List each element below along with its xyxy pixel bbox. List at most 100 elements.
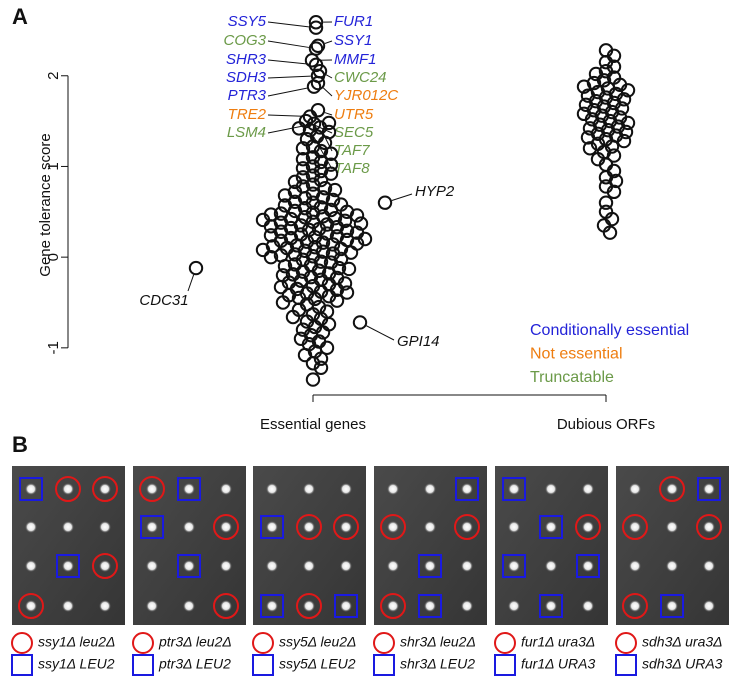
square-marker [177,554,201,578]
data-point [295,161,311,176]
legend-circle [132,632,154,654]
colony [99,521,111,533]
data-point [353,216,369,231]
annotation-label: HYP2 [415,183,455,200]
colony [266,483,278,495]
square-marker [502,477,526,501]
annotation-label: FUR1 [334,13,373,30]
colony [629,600,641,612]
data-point [311,221,327,237]
annotation-label: TRE2 [228,106,267,123]
colony [703,521,715,533]
square-marker [260,515,284,539]
square-marker [697,477,721,501]
data-point [339,285,355,300]
annotation-line [267,124,308,134]
data-point [616,133,632,149]
circle-marker [659,476,685,502]
colony [629,560,641,572]
square-marker [140,515,164,539]
colony [387,483,399,495]
circle-marker [213,593,239,619]
data-point [255,242,271,258]
data-point [606,184,622,200]
colony [424,483,436,495]
data-point [343,245,359,260]
square-marker [539,594,563,618]
annotation-label: MMF1 [334,51,377,68]
square-marker [418,554,442,578]
circle-marker [622,593,648,619]
data-point [323,146,339,161]
annotation-line [324,40,333,44]
data-point [313,351,329,366]
colony [220,521,232,533]
colony [545,560,557,572]
square-marker [177,477,201,501]
colony [183,521,195,533]
data-point [310,75,326,91]
annotation-line [312,123,333,134]
legend-circle [252,632,274,654]
data-point [327,182,343,198]
data-point [313,154,329,170]
legend-label: fur1Δ ura3Δ [521,634,595,650]
square-marker [418,594,442,618]
colony [146,521,158,533]
y-tick-label: 0 [45,253,62,261]
data-point [598,195,614,210]
legend-label: Not essential [530,346,623,363]
colony [266,521,278,533]
legend-label: ssy5Δ leu2Δ [279,634,356,650]
data-point [291,121,307,136]
square-marker [260,594,284,618]
colony [183,600,195,612]
circle-marker [333,514,359,540]
data-point [305,372,321,387]
y-axis-label: Gene tolerance score [37,133,54,276]
colony [545,600,557,612]
data-point [598,54,614,70]
legend-square [373,654,395,676]
data-point [582,141,598,156]
legend-label: ptr3Δ LEU2 [158,656,231,672]
colony [183,483,195,495]
colony [703,600,715,612]
colony [508,600,520,612]
colony [424,560,436,572]
data-point [287,203,303,219]
legend-square [132,654,154,676]
colony [666,521,678,533]
data-point [275,295,291,310]
data-point [297,347,313,363]
annotation-line [366,325,395,341]
circle-marker [296,514,322,540]
annotation-line [326,74,333,79]
circle-marker [454,514,480,540]
data-point [277,259,293,274]
colony [461,483,473,495]
legend-label: shr3Δ LEU2 [400,656,475,672]
data-point [305,139,321,154]
data-point [304,53,320,68]
colony [266,600,278,612]
panel-label: B [12,432,28,457]
data-point [321,288,337,304]
legend-square [252,654,274,676]
colony [461,600,473,612]
colony [146,600,158,612]
data-point [295,170,311,185]
square-marker [502,554,526,578]
data-point [313,360,329,375]
colony [303,521,315,533]
data-point [273,279,289,295]
legend-label: ssy5Δ LEU2 [279,656,356,672]
annotation-line [267,40,309,48]
y-tick-label: -1 [45,341,62,354]
legend-label: ssy1Δ leu2Δ [38,634,115,650]
colony [582,560,594,572]
data-point [325,237,341,252]
annotation-label: CWC24 [334,69,387,86]
colony [25,483,37,495]
annotation-line [267,114,303,117]
